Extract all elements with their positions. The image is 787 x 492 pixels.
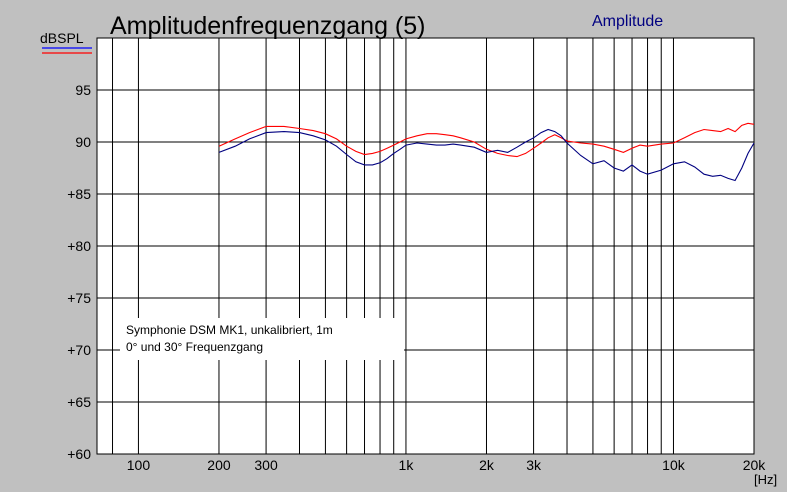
x-tick-label: 3k	[526, 457, 542, 473]
y-tick-label: +70	[67, 342, 91, 358]
y-tick-label: +85	[67, 186, 91, 202]
annotation-box: Symphonie DSM MK1, unkalibriert, 1m 0° u…	[120, 318, 404, 360]
x-tick-label: 2k	[479, 457, 495, 473]
x-tick-label: 300	[254, 457, 278, 473]
y-tick-label: +65	[67, 394, 91, 410]
annotation-line-2: 0° und 30° Frequenzgang	[126, 340, 264, 354]
y-tick-label: +75	[67, 290, 91, 306]
x-tick-label: 10k	[662, 457, 686, 473]
legend-entry-amplitude: Amplitude	[592, 13, 664, 30]
x-tick-label: 100	[127, 457, 151, 473]
x-tick-label: 200	[207, 457, 231, 473]
y-tick-label: 90	[75, 134, 91, 150]
y-tick-label: +60	[67, 446, 91, 462]
x-tick-label: 1k	[399, 457, 415, 473]
y-tick-label: 95	[75, 82, 91, 98]
y-axis-unit-label: dBSPL	[40, 30, 84, 46]
series-line-2	[218, 128, 755, 182]
y-tick-label: +80	[67, 238, 91, 254]
x-tick-label: 20k	[743, 457, 767, 473]
annotation-line-1: Symphonie DSM MK1, unkalibriert, 1m	[126, 323, 333, 337]
x-axis-unit-label: [Hz]	[754, 472, 778, 487]
series-line-1	[218, 122, 755, 158]
chart-title: Amplitudenfrequenzgang (5)	[110, 12, 426, 40]
